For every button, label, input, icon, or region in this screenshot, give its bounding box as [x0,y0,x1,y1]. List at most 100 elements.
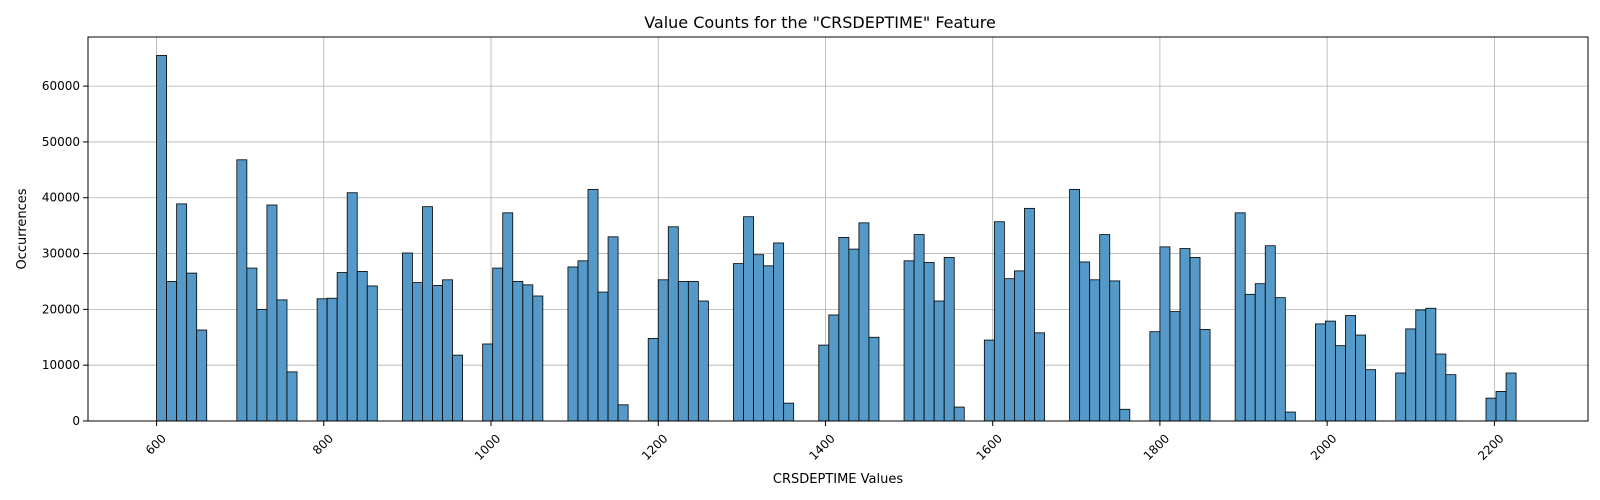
histogram-bar [1415,309,1427,422]
histogram-bar [336,272,348,422]
y-tick-label: 0 [72,414,80,428]
histogram-bar [1325,320,1336,422]
histogram-bar [913,234,925,422]
histogram-bar [1315,323,1326,422]
histogram-bar [923,262,935,422]
histogram-bar [1505,372,1517,422]
histogram-bar [401,252,413,422]
histogram-bar [256,308,268,422]
histogram-bar [502,212,514,422]
histogram-bar [1405,328,1417,422]
x-tick-label: 2200 [1475,431,1506,462]
histogram-bar [246,267,258,422]
histogram-bar [156,55,167,422]
histogram-bar [176,203,188,422]
histogram-bar [1254,283,1266,422]
histogram-bar [1435,353,1447,422]
histogram-bar [432,284,443,422]
histogram-bar [848,248,860,422]
histogram-bar [1079,261,1091,422]
histogram-bar [1445,374,1457,422]
histogram-bar [1395,372,1407,422]
histogram-bar [236,159,248,422]
histogram-bar [522,284,534,422]
histogram-bar [587,188,599,422]
histogram-bar [1264,245,1276,422]
histogram-bar [1189,257,1201,422]
histogram-bar [933,300,945,422]
x-tick-label: 1600 [974,431,1005,462]
histogram-bar [1119,408,1131,422]
histogram-bar [492,267,504,422]
histogram-bar [657,279,669,422]
y-tick-label: 50000 [42,135,80,149]
histogram-bar [687,281,699,422]
histogram-bar [677,281,689,422]
chart-title: Value Counts for the "CRSDEPTIME" Featur… [644,13,996,32]
histogram-bar [733,263,744,422]
histogram-bar [286,371,298,422]
histogram-bar [1069,188,1081,422]
x-tick-label: 1200 [639,431,670,462]
histogram-bar [943,257,955,422]
histogram-bar [1365,369,1377,422]
histogram-bar [647,337,659,422]
histogram-bar [753,254,764,422]
histogram-bar [1335,345,1346,422]
histogram-bar [1159,246,1171,422]
bars [156,55,1517,422]
histogram-bar [1345,315,1356,422]
histogram-bar [1425,307,1437,422]
histogram-bar [412,282,423,422]
histogram-bar [667,226,679,422]
histogram-bar [1014,270,1025,422]
histogram-bar [1149,331,1161,422]
histogram-bar [442,279,453,422]
histogram-bar [697,300,709,422]
histogram-bar [743,216,754,422]
histogram-bar [617,404,629,422]
histogram-bar [858,222,870,422]
y-axis: 0 10000 20000 30000 40000 50000 60000 [42,79,88,428]
histogram-bar [773,242,785,422]
histogram-bar [828,314,840,422]
y-tick-label: 30000 [42,247,80,261]
histogram-bar [1495,391,1507,422]
y-tick-label: 10000 [42,358,80,372]
histogram-bar [346,192,358,422]
x-axis-label: CRSDEPTIME Values [773,472,903,487]
x-tick-label: 1000 [472,431,503,462]
histogram-bar [356,271,368,422]
histogram-bar [577,260,589,422]
histogram-bar [838,236,850,422]
histogram-bar [567,266,579,422]
histogram-bar [196,329,208,422]
histogram-bar [597,291,609,422]
histogram-bar [818,344,830,422]
histogram-bar [266,204,278,422]
histogram-bar [1109,280,1121,422]
y-axis-label: Occurrences [15,188,30,269]
x-axis: 600 800 1000 1200 1400 1600 1800 2000 2200 [143,421,1507,463]
histogram-bar [1169,311,1181,422]
histogram-bar [903,260,915,422]
plot-frame [87,36,1589,422]
histogram-bar [1034,332,1045,422]
x-tick-label: 800 [310,431,336,457]
histogram-bar [422,206,433,422]
x-tick-label: 2000 [1308,431,1339,462]
histogram-bar [1485,397,1497,422]
x-tick-label: 1800 [1141,431,1172,462]
x-tick-label: 1400 [806,431,837,462]
histogram-bar [1244,293,1256,422]
histogram-bar [1355,334,1366,422]
histogram-bar [1274,297,1286,422]
histogram-bar [326,297,338,422]
histogram-bar [512,281,524,422]
y-tick-label: 60000 [42,79,80,93]
histogram-bar [1089,279,1101,422]
histogram-bar [1003,278,1015,422]
histogram-bar [276,299,288,422]
histogram-bar [953,406,965,422]
